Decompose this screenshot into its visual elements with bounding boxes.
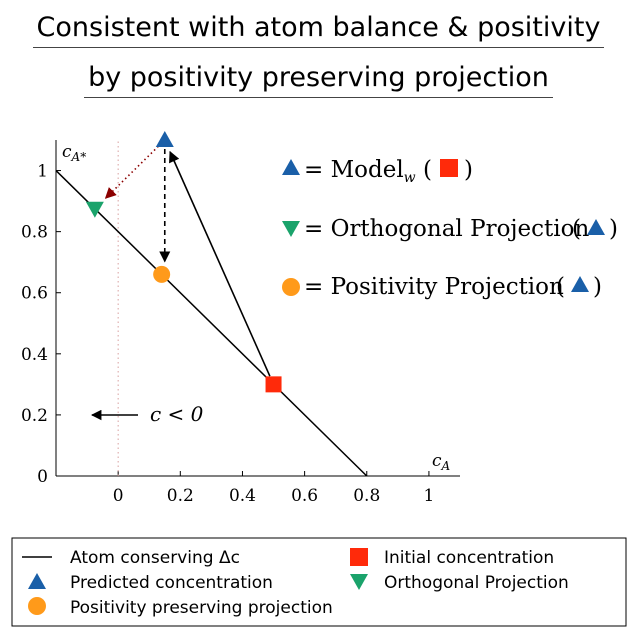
chart-title-text-1: Consistent with atom balance & positivit… — [32, 12, 605, 48]
model-subscript: w — [404, 170, 416, 186]
legend-predicted-label: Predicted concentration — [70, 573, 273, 593]
y-ticks: 0 0.2 0.4 0.6 0.8 1 — [21, 162, 61, 487]
model-close-paren: ) — [464, 157, 473, 183]
positivity-text: = Positivity Projection — [304, 274, 564, 300]
positivity-arg-triangle-icon — [571, 276, 589, 292]
model-text: = Model — [304, 157, 404, 183]
legend-frame — [11, 537, 627, 627]
y-tick-label: 0.4 — [21, 345, 48, 365]
chart-title-line-1: Consistent with atom balance & positivit… — [0, 12, 637, 48]
predicted-concentration-marker — [155, 131, 174, 147]
y-tick-label: 0 — [37, 467, 48, 487]
orthogonal-arg-triangle-icon — [587, 219, 605, 235]
orthogonal-projection-arrow — [104, 145, 159, 199]
y-tick-label: 0.6 — [21, 284, 48, 304]
legend-line-label: Atom conserving Δc — [70, 548, 240, 568]
y-tick-label: 1 — [37, 162, 48, 182]
chart-title-line-2: by positivity preserving projection — [0, 62, 637, 98]
orthogonal-triangle-icon — [282, 221, 300, 237]
orthogonal-close-paren: ) — [609, 216, 618, 242]
x-tick-label: 0 — [113, 486, 124, 506]
negative-region-label: c < 0 — [150, 402, 204, 426]
initial-square-icon — [440, 159, 458, 177]
legend-orthogonal-icon — [350, 574, 368, 590]
annotation-model: = Modelw ( ) — [282, 157, 473, 186]
positivity-circle-icon — [282, 278, 300, 296]
legend-initial-label: Initial concentration — [384, 548, 554, 568]
orthogonal-text: = Orthogonal Projection — [304, 216, 589, 242]
orthogonal-open-paren: ( — [572, 216, 581, 242]
legend-positivity-icon — [28, 597, 46, 615]
svg-text:= Modelw: = Modelw — [304, 157, 416, 186]
x-tick-label: 1 — [424, 486, 435, 506]
x-tick-label: 0.8 — [353, 486, 380, 506]
initial-concentration-marker — [265, 376, 282, 393]
annotation-positivity: = Positivity Projection ( ) — [282, 274, 602, 300]
legend-initial-icon — [350, 548, 368, 566]
x-tick-label: 0.2 — [167, 486, 194, 506]
x-axis-label: cA — [432, 451, 451, 473]
chart-title-text-2: by positivity preserving projection — [84, 62, 553, 98]
model-prediction-arrow — [169, 150, 271, 377]
orthogonal-projection-marker — [85, 201, 104, 218]
x-tick-label: 0.4 — [229, 486, 256, 506]
y-tick-label: 0.8 — [21, 223, 48, 243]
y-axis-label: cA* — [62, 142, 86, 164]
plot-area — [55, 131, 368, 477]
legend: Atom conserving Δc Predicted concentrati… — [11, 537, 627, 627]
annotation-orthogonal: = Orthogonal Projection ( ) — [282, 216, 618, 242]
positivity-close-paren: ) — [593, 274, 602, 300]
atom-conserving-line — [55, 170, 368, 477]
predicted-triangle-icon — [282, 159, 300, 175]
positivity-open-paren: ( — [556, 274, 565, 300]
legend-positivity-label: Positivity preserving projection — [70, 598, 333, 618]
x-ticks: 0 0.2 0.4 0.6 0.8 1 — [113, 471, 435, 506]
positivity-projection-marker — [153, 265, 171, 283]
legend-orthogonal-label: Orthogonal Projection — [384, 573, 569, 593]
x-tick-label: 0.6 — [291, 486, 318, 506]
legend-predicted-icon — [28, 573, 46, 589]
model-open-paren: ( — [423, 157, 432, 183]
y-tick-label: 0.2 — [21, 406, 48, 426]
